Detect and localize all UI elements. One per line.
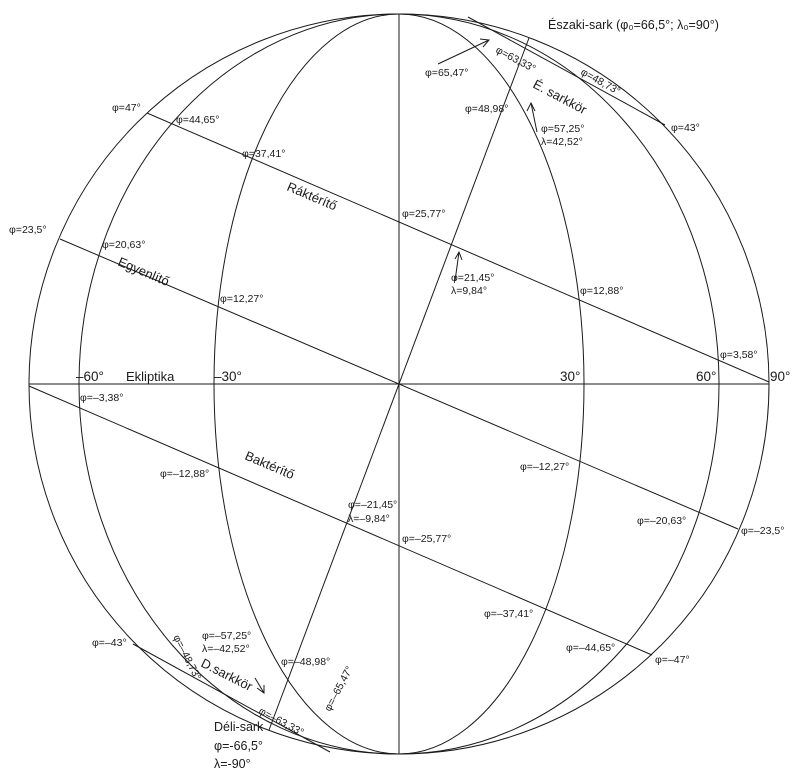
south-pole-phi: φ=-66,5° xyxy=(214,739,263,753)
label-phi-47: φ=47° xyxy=(112,102,141,114)
longitude-m30: –30° xyxy=(214,369,242,384)
label-phi-4898: φ=48,98° xyxy=(465,103,508,115)
label-phi-5725: φ=57,25° xyxy=(541,123,584,135)
label-phi-m5725: φ=–57,25° xyxy=(202,630,251,642)
arrow-5725 xyxy=(530,102,538,133)
label-phi-m2063: φ=–20,63° xyxy=(637,515,686,527)
arrow-m5725 xyxy=(254,677,265,694)
south-pole-lambda: λ=-90° xyxy=(214,757,251,771)
arctic-circle-name: É. sarkkör xyxy=(531,76,590,117)
label-phi-m6547: φ=–65,47° xyxy=(322,664,356,713)
label-phi-2577: φ=25,77° xyxy=(402,208,445,220)
longitude-m60: –60° xyxy=(76,369,104,384)
label-phi-m43: φ=–43° xyxy=(92,637,127,649)
label-phi-358: φ=3,58° xyxy=(720,349,758,361)
tropic-of-capricorn-line xyxy=(28,385,653,656)
longitude-p30: 30° xyxy=(560,369,580,384)
longitude-p60: 60° xyxy=(696,369,716,384)
label-lambda-m984: λ=–9,84° xyxy=(348,513,390,525)
equator-name: Egyenlítő xyxy=(116,254,172,289)
label-phi-2145: φ=21,45° xyxy=(451,272,494,284)
arrow-2145 xyxy=(454,251,460,282)
arrow-2145-head xyxy=(454,250,463,261)
antarctic-circle-line xyxy=(132,643,331,753)
label-phi-1227: φ=12,27° xyxy=(220,293,263,305)
label-phi-m1288: φ=–12,88° xyxy=(160,468,209,480)
label-phi-43: φ=43° xyxy=(671,122,700,134)
arctic-circle-line xyxy=(467,16,666,126)
label-phi-m4873: φ=–48,73° xyxy=(170,633,203,682)
arrow-6547 xyxy=(437,39,490,65)
longitude-p90: 90° xyxy=(770,369,790,384)
label-lambda-m4252: λ=–42,52° xyxy=(202,643,250,655)
arrow-6547-head xyxy=(479,38,490,48)
label-phi-m4465: φ=–44,65° xyxy=(566,642,615,654)
label-phi-m2145: φ=–21,45° xyxy=(348,499,397,511)
label-phi-1288: φ=12,88° xyxy=(580,285,623,297)
antarctic-circle-name: D.sarkkör xyxy=(199,655,256,694)
label-lambda-984: λ=9,84° xyxy=(451,285,487,297)
label-lambda-4252: λ=42,52° xyxy=(541,136,583,148)
label-phi-m6333: φ=–63,33° xyxy=(257,705,306,739)
axis-line xyxy=(268,37,530,731)
label-phi-m1227: φ=–12,27° xyxy=(520,461,569,473)
label-phi-6547: φ=65,47° xyxy=(425,67,468,79)
label-phi-m4898: φ=–48,98° xyxy=(281,656,330,668)
ecliptic-name: Ekliptika xyxy=(126,369,175,384)
label-phi-2063: φ=20,63° xyxy=(102,239,145,251)
label-phi-235: φ=23,5° xyxy=(9,224,47,236)
label-phi-m235: φ=–23,5° xyxy=(741,525,784,537)
label-phi-6333: φ=63,33° xyxy=(494,44,538,75)
label-phi-4465: φ=44,65° xyxy=(176,114,219,126)
tropic-of-cancer-line xyxy=(146,112,770,383)
label-phi-m2577: φ=–25,77° xyxy=(402,533,451,545)
north-pole-label: Északi-sark (φ₀=66,5°; λ₀=90°) xyxy=(548,17,719,32)
label-phi-m338: φ=–3,38° xyxy=(80,392,123,404)
meridian-60 xyxy=(78,13,720,755)
label-phi-4873: φ=48,73° xyxy=(579,66,623,98)
label-phi-m47: φ=–47° xyxy=(655,654,690,666)
south-pole-label: Déli-sark xyxy=(214,720,264,734)
arrow-5725-head xyxy=(526,101,536,112)
arrow-m5725-head xyxy=(256,685,265,694)
tropic-of-capricorn-name: Baktérítő xyxy=(243,448,297,482)
label-phi-3741: φ=37,41° xyxy=(242,148,285,160)
label-phi-m3741: φ=–37,41° xyxy=(484,608,533,620)
